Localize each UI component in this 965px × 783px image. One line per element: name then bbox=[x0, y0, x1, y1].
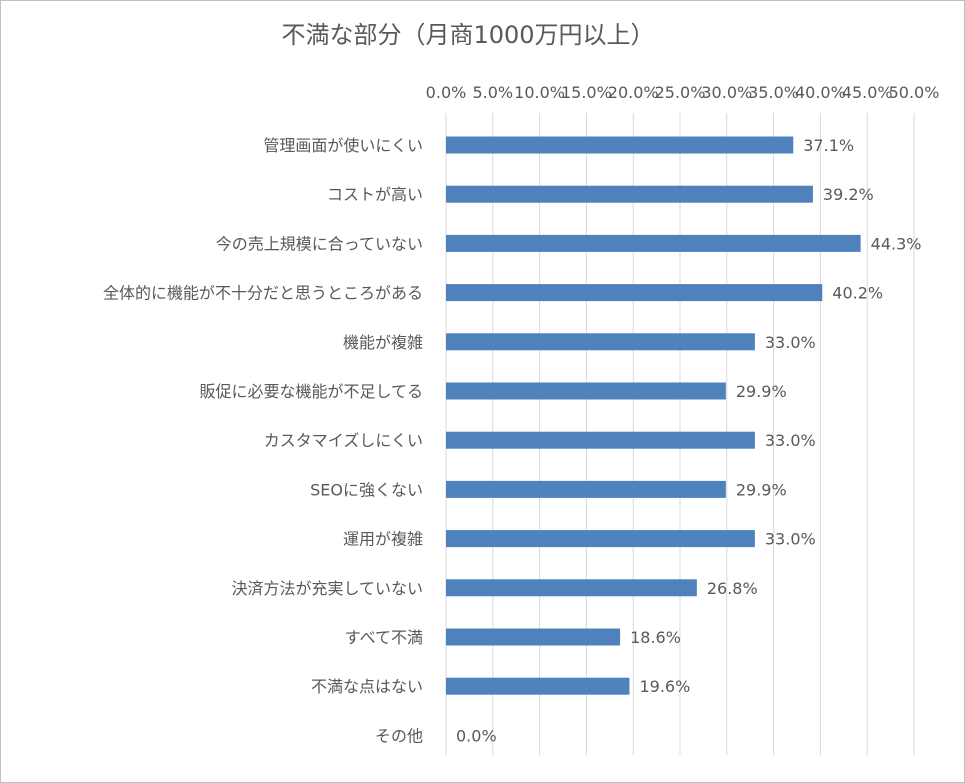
bar bbox=[446, 136, 794, 154]
bar bbox=[446, 628, 621, 646]
category-labels: 管理画面が使いにくいコストが高い今の売上規模に合っていない全体的に機能が不十分だ… bbox=[103, 136, 423, 745]
data-label: 33.0% bbox=[765, 530, 816, 549]
category-label: SEOに強くない bbox=[310, 480, 423, 499]
x-tick-label: 5.0% bbox=[472, 83, 513, 102]
data-label: 37.1% bbox=[803, 136, 854, 155]
category-label: 決済方法が充実していない bbox=[231, 579, 423, 598]
category-label: コストが高い bbox=[327, 185, 423, 204]
bar bbox=[446, 431, 755, 449]
x-tick-label: 40.0% bbox=[795, 83, 846, 102]
data-label: 0.0% bbox=[456, 726, 497, 745]
data-label: 33.0% bbox=[765, 431, 816, 450]
data-label: 29.9% bbox=[736, 480, 787, 499]
category-label: 販促に必要な機能が不足してる bbox=[199, 382, 423, 401]
category-label: すべて不満 bbox=[345, 628, 423, 647]
data-label: 40.2% bbox=[832, 284, 883, 303]
bar bbox=[446, 480, 726, 498]
data-label: 33.0% bbox=[765, 333, 816, 352]
category-label: 全体的に機能が不十分だと思うところがある bbox=[103, 284, 423, 303]
x-tick-label: 25.0% bbox=[655, 83, 706, 102]
x-tick-label: 15.0% bbox=[561, 83, 612, 102]
data-label: 44.3% bbox=[871, 234, 922, 253]
category-label: 運用が複雑 bbox=[343, 530, 423, 549]
x-tick-label: 45.0% bbox=[842, 83, 893, 102]
bar bbox=[446, 185, 813, 203]
bar bbox=[446, 677, 630, 695]
bar bbox=[446, 234, 861, 252]
chart-title: 不満な部分（月商1000万円以上） bbox=[281, 21, 654, 49]
bar bbox=[446, 530, 755, 548]
x-tick-label: 35.0% bbox=[748, 83, 799, 102]
bar bbox=[446, 579, 697, 597]
x-tick-label: 0.0% bbox=[426, 83, 467, 102]
data-label: 29.9% bbox=[736, 382, 787, 401]
data-labels: 37.1% 39.2% 44.3% 40.2% 33.0% 29.9% 33.0% 29.9%… bbox=[456, 136, 921, 745]
x-tick-label: 20.0% bbox=[608, 83, 659, 102]
x-tick-label: 50.0% bbox=[889, 83, 940, 102]
x-axis-tick-labels: 0.0% 5.0% 10.0%15.0%20.0%25.0%30.0%35.0%40… bbox=[426, 83, 940, 102]
data-label: 39.2% bbox=[823, 185, 874, 204]
bar bbox=[446, 382, 726, 400]
category-label: 今の売上規模に合っていない bbox=[216, 234, 423, 253]
bar bbox=[446, 333, 755, 351]
category-label: カスタマイズしにくい bbox=[264, 431, 423, 450]
category-label: 機能が複雑 bbox=[343, 333, 423, 352]
data-label: 18.6% bbox=[630, 628, 681, 647]
data-label: 19.6% bbox=[639, 677, 690, 696]
category-label: その他 bbox=[375, 726, 423, 745]
gridlines bbox=[445, 113, 915, 755]
category-label: 不満な点はない bbox=[311, 677, 423, 696]
x-tick-label: 10.0% bbox=[514, 83, 565, 102]
category-label: 管理画面が使いにくい bbox=[263, 136, 423, 155]
bar bbox=[446, 284, 823, 302]
data-label: 26.8% bbox=[707, 579, 758, 598]
x-tick-label: 30.0% bbox=[701, 83, 752, 102]
bars bbox=[446, 136, 861, 695]
